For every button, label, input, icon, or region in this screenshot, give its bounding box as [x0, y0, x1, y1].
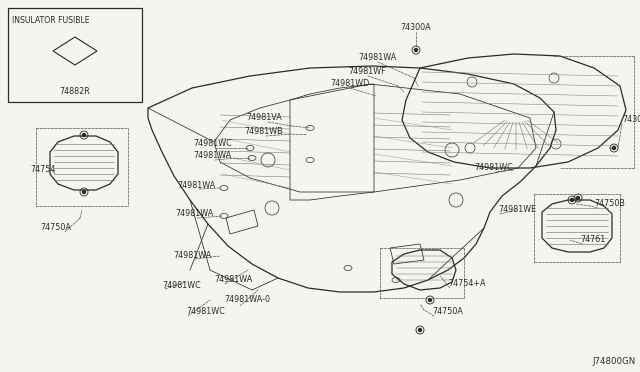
- Text: 74981WB: 74981WB: [244, 128, 283, 137]
- Text: 74750A: 74750A: [432, 308, 463, 317]
- Text: 74754: 74754: [30, 166, 56, 174]
- Circle shape: [612, 147, 616, 150]
- Text: 74981WA: 74981WA: [173, 250, 211, 260]
- Text: 74981WA: 74981WA: [177, 180, 215, 189]
- Text: 74981WA: 74981WA: [214, 276, 252, 285]
- Circle shape: [570, 199, 573, 202]
- Text: 74882R: 74882R: [60, 87, 90, 96]
- Text: 74981WE: 74981WE: [498, 205, 536, 215]
- Text: 74981WA: 74981WA: [358, 54, 396, 62]
- Text: 74750A: 74750A: [40, 224, 71, 232]
- Circle shape: [419, 328, 422, 331]
- Text: 74761: 74761: [580, 235, 605, 244]
- Text: 74981WF: 74981WF: [348, 67, 386, 77]
- Circle shape: [577, 196, 579, 199]
- Circle shape: [429, 298, 431, 301]
- Text: 74300A: 74300A: [401, 23, 431, 32]
- Circle shape: [83, 134, 86, 137]
- Text: 74981WC: 74981WC: [193, 140, 232, 148]
- FancyBboxPatch shape: [8, 8, 142, 102]
- Text: 74981WC: 74981WC: [162, 280, 201, 289]
- Text: 74981WC: 74981WC: [474, 164, 513, 173]
- Text: 74981WA-0: 74981WA-0: [224, 295, 270, 305]
- Text: 74981WA: 74981WA: [193, 151, 231, 160]
- Circle shape: [83, 190, 86, 193]
- Circle shape: [415, 48, 417, 51]
- Text: INSULATOR FUSIBLE: INSULATOR FUSIBLE: [12, 16, 90, 25]
- Text: 74754+A: 74754+A: [448, 279, 486, 289]
- Text: 74750B: 74750B: [594, 199, 625, 208]
- Text: 74300AA: 74300AA: [622, 115, 640, 125]
- Text: J74800GN: J74800GN: [593, 357, 636, 366]
- Text: 74981WA: 74981WA: [175, 209, 213, 218]
- Text: 74981WD: 74981WD: [330, 80, 369, 89]
- Text: 74981VA: 74981VA: [246, 113, 282, 122]
- Text: 74981WC: 74981WC: [186, 308, 225, 317]
